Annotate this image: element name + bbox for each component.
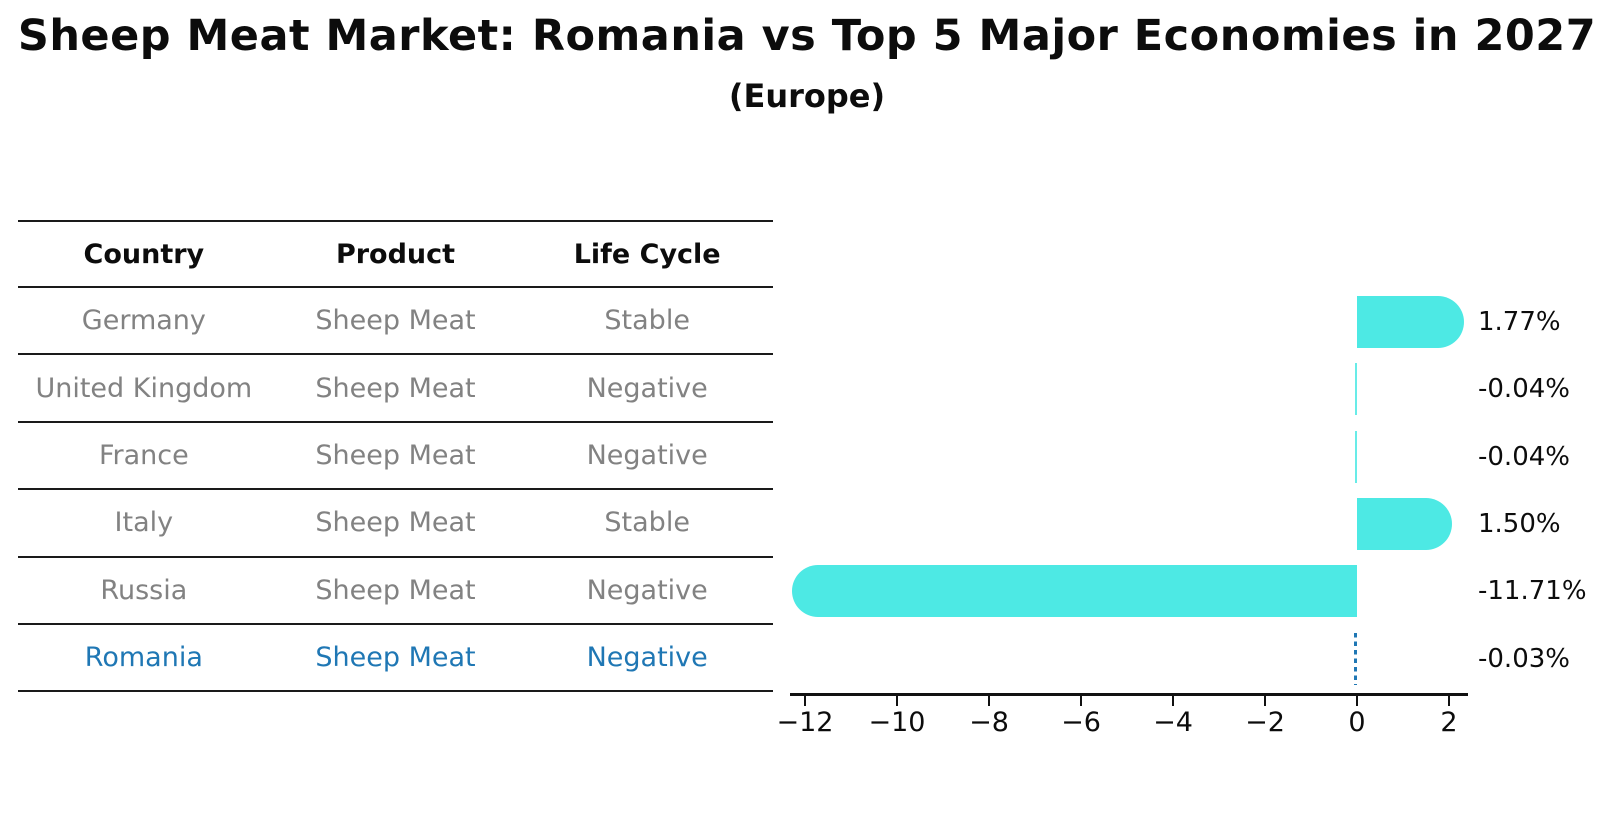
table-cell-life-cycle: Negative xyxy=(586,439,708,471)
x-tick-label: −6 xyxy=(1061,707,1101,738)
table-cell-life-cycle: Negative xyxy=(586,642,708,674)
table-cell-product: Sheep Meat xyxy=(315,372,476,404)
value-label: 1.50% xyxy=(1478,508,1561,539)
bar-united-kingdom xyxy=(1355,363,1357,416)
table-cell-life-cycle: Negative xyxy=(586,574,708,606)
x-tick-mark xyxy=(1080,696,1082,706)
x-tick-label: −10 xyxy=(868,707,926,738)
table-cell-country: United Kingdom xyxy=(35,372,253,404)
x-tick-label: 0 xyxy=(1348,707,1366,738)
column-header: Product xyxy=(335,238,456,270)
value-label: 1.77% xyxy=(1478,306,1561,337)
value-label: -0.03% xyxy=(1478,643,1570,674)
table-row-italy: Italy Sheep Meat Stable xyxy=(18,490,773,558)
table-cell-country: Germany xyxy=(81,305,206,337)
table-row-romania: Romania Sheep Meat Negative xyxy=(18,625,773,693)
table-cell-product: Sheep Meat xyxy=(315,642,476,674)
x-tick-mark xyxy=(1448,696,1450,706)
table-row-russia: Russia Sheep Meat Negative xyxy=(18,558,773,625)
x-tick-label: −12 xyxy=(776,707,834,738)
x-tick-label: −2 xyxy=(1245,707,1285,738)
x-tick-label: 2 xyxy=(1440,707,1458,738)
x-tick-label: −4 xyxy=(1153,707,1193,738)
chart-title: Sheep Meat Market: Romania vs Top 5 Majo… xyxy=(17,11,1597,61)
x-tick-mark xyxy=(988,696,990,706)
x-tick-mark xyxy=(896,696,898,706)
bar-romania xyxy=(1354,632,1358,685)
x-tick-label: −8 xyxy=(969,707,1009,738)
table-cell-country: Italy xyxy=(114,507,174,539)
x-axis-line xyxy=(790,693,1468,696)
table-cell-life-cycle: Stable xyxy=(604,507,690,539)
column-header: Life Cycle xyxy=(573,238,721,270)
value-label: -0.04% xyxy=(1478,441,1570,472)
bar-russia xyxy=(792,565,1357,618)
table-cell-product: Sheep Meat xyxy=(315,305,476,337)
table-row-germany: Germany Sheep Meat Stable xyxy=(18,288,773,356)
table-cell-product: Sheep Meat xyxy=(315,507,476,539)
x-tick-mark xyxy=(1356,696,1358,706)
column-header: Country xyxy=(83,238,205,270)
table-cell-country: Russia xyxy=(100,574,188,606)
value-label: -11.71% xyxy=(1478,576,1587,607)
bar-italy xyxy=(1357,497,1452,550)
table-cell-product: Sheep Meat xyxy=(315,439,476,471)
value-label: -0.04% xyxy=(1478,374,1570,405)
country-table: Country Product Life Cycle Germany Sheep Mea… xyxy=(18,220,773,693)
table-cell-country: France xyxy=(98,439,189,471)
table-header-row: Country Product Life Cycle xyxy=(18,220,773,288)
table-cell-life-cycle: Negative xyxy=(586,372,708,404)
table-row-france: France Sheep Meat Negative xyxy=(18,423,773,491)
table-cell-life-cycle: Stable xyxy=(604,305,690,337)
bar-france xyxy=(1355,430,1357,483)
x-tick-mark xyxy=(804,696,806,706)
table-cell-product: Sheep Meat xyxy=(315,574,476,606)
table-row-united-kingdom: United Kingdom Sheep Meat Negative xyxy=(18,355,773,423)
x-tick-mark xyxy=(1264,696,1266,706)
chart-subtitle: (Europe) xyxy=(728,77,886,115)
table-cell-country: Romania xyxy=(84,642,203,674)
bar-germany xyxy=(1357,295,1465,348)
x-tick-mark xyxy=(1172,696,1174,706)
